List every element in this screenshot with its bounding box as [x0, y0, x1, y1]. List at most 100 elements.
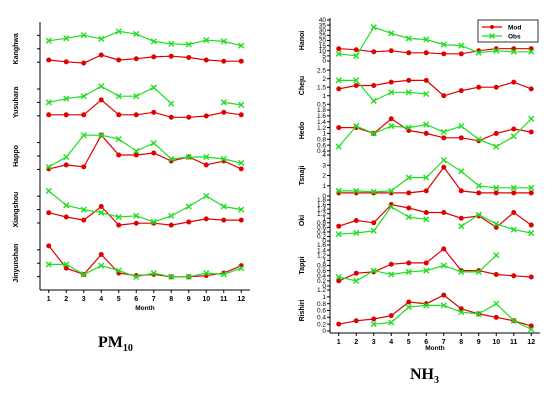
- nh3-obs-point: [458, 42, 465, 49]
- nh3-obs-point: [388, 203, 395, 210]
- pm10-mod-point: [63, 112, 69, 118]
- x-tick-label: 4: [99, 296, 103, 303]
- y-tick-label: 0.4: [317, 315, 326, 322]
- y-tick-label: 0: [322, 58, 326, 65]
- pm10-obs-point: [168, 273, 175, 280]
- nh3-obs-point: [370, 130, 377, 137]
- nh3-mod-point: [406, 190, 412, 196]
- x-tick-label: 7: [442, 339, 446, 346]
- y-tick-label: 1.2: [317, 211, 326, 218]
- pm10-obs-point: [80, 206, 87, 213]
- pm10-obs-point: [63, 261, 70, 268]
- nh3-obs-point: [493, 300, 500, 307]
- x-tick-label: 1: [337, 339, 341, 346]
- nh3-mod-point: [493, 130, 499, 136]
- x-tick-label: 9: [187, 296, 191, 303]
- nh3-mod-point: [388, 116, 394, 122]
- pm10-mod-point: [81, 112, 87, 118]
- nh3-obs-point: [458, 123, 465, 130]
- nh3-obs-point: [493, 143, 500, 150]
- nh3-mod-line: [338, 118, 532, 142]
- pm10-obs-point: [80, 93, 87, 100]
- nh3-obs-point: [510, 133, 517, 140]
- y-tick-label: 1: [322, 294, 326, 301]
- y-tick-label: 5: [322, 53, 326, 60]
- y-tick-label: 0: [322, 193, 326, 200]
- pm10-mod-point: [203, 162, 209, 168]
- legend-swatch-marker: [490, 25, 494, 29]
- x-tick-label: 10: [492, 339, 500, 346]
- nh3-obs-point: [475, 310, 482, 318]
- nh3-obs-point: [510, 226, 517, 233]
- nh3-mod-point: [388, 261, 394, 267]
- pm10-obs-point: [238, 42, 245, 49]
- y-tick-label: 0.6: [317, 142, 326, 149]
- pm10-mod-point: [238, 58, 244, 64]
- nh3-obs-point: [388, 187, 395, 194]
- pm10-mod-line: [48, 245, 242, 278]
- y-tick-label: 40: [319, 17, 327, 24]
- nh3-obs-point: [458, 223, 465, 230]
- pm10-mod-point: [133, 220, 139, 226]
- pm10-obs-line: [48, 30, 242, 47]
- pm10-obs-point: [238, 159, 245, 167]
- pm10-obs-point: [203, 192, 210, 200]
- pm10-mod-point: [98, 97, 104, 103]
- y-tick-label: 0.5: [317, 101, 326, 108]
- pm10-obs-point: [115, 213, 122, 221]
- pm10-obs-point: [115, 28, 122, 35]
- nh3-mod-point: [406, 50, 412, 56]
- pm10-obs-point: [98, 35, 105, 42]
- nh3-panel-rishiri: 00.20.40.60.811.2 Rishiri: [299, 287, 540, 335]
- pm10-obs-point: [115, 136, 122, 143]
- nh3-obs-point: [405, 174, 412, 181]
- pm10-mod-line: [48, 99, 242, 118]
- nh3-obs-point: [370, 227, 377, 234]
- nh3-obs-point: [335, 50, 342, 57]
- nh3-mod-point: [458, 88, 464, 94]
- nh3-obs-point: [405, 89, 412, 96]
- y-tick-label: 0.8: [317, 301, 326, 308]
- nh3-mod-point: [458, 51, 464, 57]
- nh3-obs-point: [370, 267, 377, 274]
- pm10-mod-point: [186, 114, 192, 120]
- nh3-obs-point: [423, 216, 430, 223]
- nh3-obs-point: [388, 271, 395, 278]
- nh3-mod-point: [528, 86, 534, 92]
- nh3-mod-point: [423, 50, 429, 56]
- pm10-mod-line: [48, 134, 242, 170]
- nh3-mod-line: [338, 247, 532, 282]
- nh3-mod-point: [423, 77, 429, 83]
- x-tick-label: 10: [202, 296, 210, 303]
- station-label: Hanoi: [299, 31, 306, 51]
- nh3-mod-point: [353, 47, 359, 53]
- nh3-panel-oki: 00.20.40.60.811.21.41.61.8 Oki: [299, 197, 535, 245]
- y-tick-label: 4: [322, 152, 326, 159]
- nh3-obs-point: [388, 30, 395, 37]
- nh3-obs-point: [353, 229, 360, 237]
- pm10-obs-point: [45, 187, 52, 195]
- pm10-obs-point: [238, 101, 245, 108]
- nh3-mod-point: [388, 48, 394, 54]
- pm10-mod-point: [81, 60, 87, 66]
- nh3-mod-point: [441, 246, 447, 252]
- pm10-obs-point: [63, 95, 70, 102]
- pm10-obs-point: [168, 40, 175, 47]
- nh3-obs-point: [423, 121, 430, 128]
- nh3-panel-tappi: 00.20.40.60.811.21.41.6 Tappi: [299, 242, 534, 290]
- nh3-obs-point: [458, 309, 465, 316]
- pm10-mod-point: [63, 162, 69, 168]
- nh3-obs-line: [338, 159, 532, 193]
- x-tick-label: 8: [459, 339, 463, 346]
- nh3-obs-point: [528, 184, 535, 191]
- pm10-obs-point: [80, 132, 87, 139]
- nh3-mod-line: [338, 294, 532, 327]
- pm10-obs-point: [115, 93, 122, 100]
- nh3-mod-line: [338, 203, 532, 229]
- nh3-obs-point: [440, 157, 447, 164]
- pm10-mod-point: [221, 109, 227, 115]
- x-tick-label: 5: [117, 296, 121, 303]
- y-tick-label: 25: [319, 33, 327, 40]
- nh3-obs-point: [493, 184, 500, 191]
- x-tick-label: 4: [389, 339, 393, 346]
